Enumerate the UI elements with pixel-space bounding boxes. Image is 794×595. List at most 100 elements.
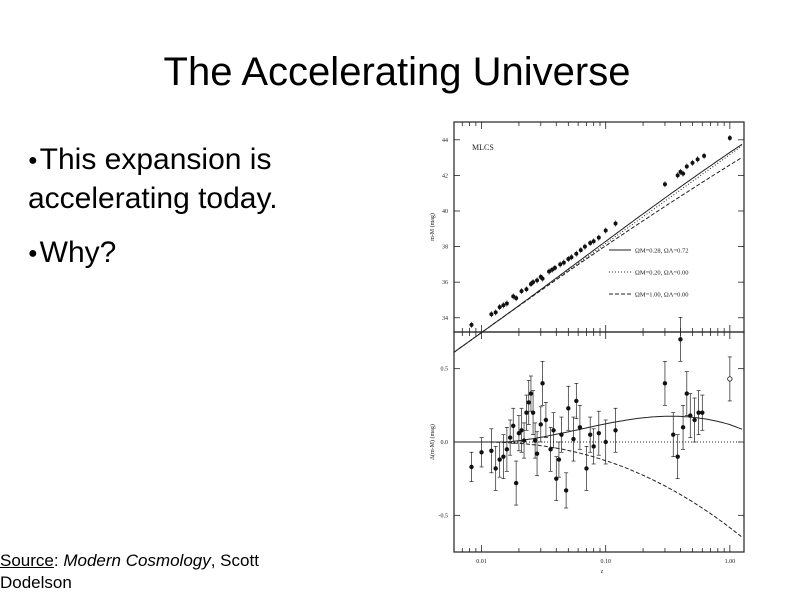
x-tick-label: 1.00	[725, 559, 736, 565]
residual-point	[493, 466, 498, 471]
data-point	[552, 265, 557, 270]
source-rest: , Scott Dodelson	[0, 551, 259, 592]
legend-label: ΩM=1.00, ΩΛ=0.00	[635, 292, 689, 299]
y-axis-label-bottom: Δ(m-M) (mag)	[429, 424, 436, 460]
data-point	[561, 260, 566, 265]
data-point	[613, 221, 618, 226]
model-curve-top	[453, 156, 743, 353]
residual-point	[591, 444, 596, 449]
model-curve-top	[453, 145, 743, 353]
residual-point	[684, 391, 689, 396]
slide-title: The Accelerating Universe	[163, 50, 631, 94]
data-point	[695, 157, 700, 162]
residual-point	[551, 428, 556, 433]
residual-point	[469, 464, 474, 470]
residual-point	[727, 376, 733, 382]
residual-point	[700, 410, 705, 415]
y-axis-label-top: m-M (mag)	[429, 213, 436, 241]
legend-label: ΩM=0.28, ΩΛ=0.72	[635, 248, 689, 255]
residual-point	[584, 466, 589, 471]
residual-point	[504, 447, 510, 452]
residual-point	[519, 428, 524, 433]
bullet-1: ●This expansion is accelerating today.	[28, 141, 358, 218]
residual-point	[548, 447, 553, 452]
data-point	[504, 301, 509, 306]
y-tick-label: 44	[442, 138, 448, 144]
source-label: Source	[0, 551, 54, 570]
source-book: Modern Cosmology	[63, 551, 211, 570]
residual-point	[532, 438, 538, 443]
data-point	[558, 262, 563, 267]
hubble-diagram-figure: 34 36 38 40 42 44 -0.5 0.0 0.5 0.01 0.10 1.00 z m-M (…	[429, 121, 745, 575]
residual-point	[596, 431, 602, 436]
data-point	[603, 228, 608, 233]
panel-title: MLCS	[472, 143, 494, 152]
residual-point	[613, 428, 618, 433]
residual-point	[671, 432, 676, 437]
residual-point	[696, 410, 701, 415]
data-point	[524, 287, 529, 292]
residual-point	[680, 425, 686, 430]
data-point	[574, 251, 579, 256]
residual-point	[507, 435, 513, 440]
data-point	[540, 276, 545, 281]
model-curve-bottom	[454, 441, 743, 538]
data-point	[519, 289, 524, 294]
residual-point	[497, 457, 502, 462]
residual-point	[501, 454, 506, 459]
model-curve-top	[453, 143, 743, 353]
data-point	[675, 173, 680, 178]
top-panel-frame	[453, 121, 745, 333]
residual-point	[511, 423, 516, 429]
data-point	[578, 248, 583, 253]
x-tick-label: 0.10	[600, 559, 611, 565]
y-tick-label: 0.0	[441, 440, 449, 446]
data-point	[582, 244, 587, 249]
residual-point	[516, 431, 522, 436]
data-point	[501, 303, 506, 308]
bullet-1-text: This expansion is accelerating today.	[28, 143, 278, 216]
y-tick-label: -0.5	[439, 513, 449, 519]
residual-point	[577, 425, 583, 430]
residual-point	[566, 406, 571, 411]
bullet-dot-icon: ●	[28, 245, 38, 263]
data-point	[535, 278, 540, 283]
residual-point	[530, 410, 536, 415]
data-point	[591, 239, 596, 244]
residual-point	[571, 436, 576, 442]
residual-point	[543, 417, 549, 423]
residual-point	[526, 400, 531, 405]
legend-label: ΩM=0.20, ΩΛ=0.00	[635, 270, 689, 277]
source-citation: Source: Modern Cosmology, Scott Dodelson	[0, 550, 320, 594]
data-point	[547, 269, 552, 274]
residual-point	[678, 337, 683, 342]
residual-point	[603, 439, 608, 445]
bullet-dot-icon: ●	[28, 152, 38, 170]
data-point	[684, 164, 689, 169]
data-point	[681, 171, 686, 176]
x-tick-label: 0.01	[476, 559, 487, 565]
residual-point	[479, 450, 484, 455]
data-point	[702, 153, 707, 158]
data-point	[514, 296, 519, 301]
residual-point	[563, 488, 569, 493]
data-point	[511, 294, 516, 299]
data-point	[531, 280, 536, 285]
y-tick-label: 36	[442, 280, 448, 286]
data-point	[493, 310, 498, 315]
residual-point	[556, 457, 562, 462]
residual-point	[528, 391, 534, 396]
residual-point	[692, 417, 697, 423]
residual-point	[489, 448, 494, 453]
bullet-2: ●Why?	[28, 234, 116, 273]
residual-point	[675, 454, 680, 459]
residual-point	[513, 480, 519, 486]
data-point	[489, 312, 494, 317]
residual-point	[540, 381, 545, 386]
data-point	[727, 136, 732, 141]
source-sep: :	[53, 551, 64, 570]
y-tick-label: 0.5	[441, 367, 449, 373]
residual-point	[688, 413, 693, 418]
residual-point	[521, 438, 527, 443]
data-point	[588, 241, 593, 246]
